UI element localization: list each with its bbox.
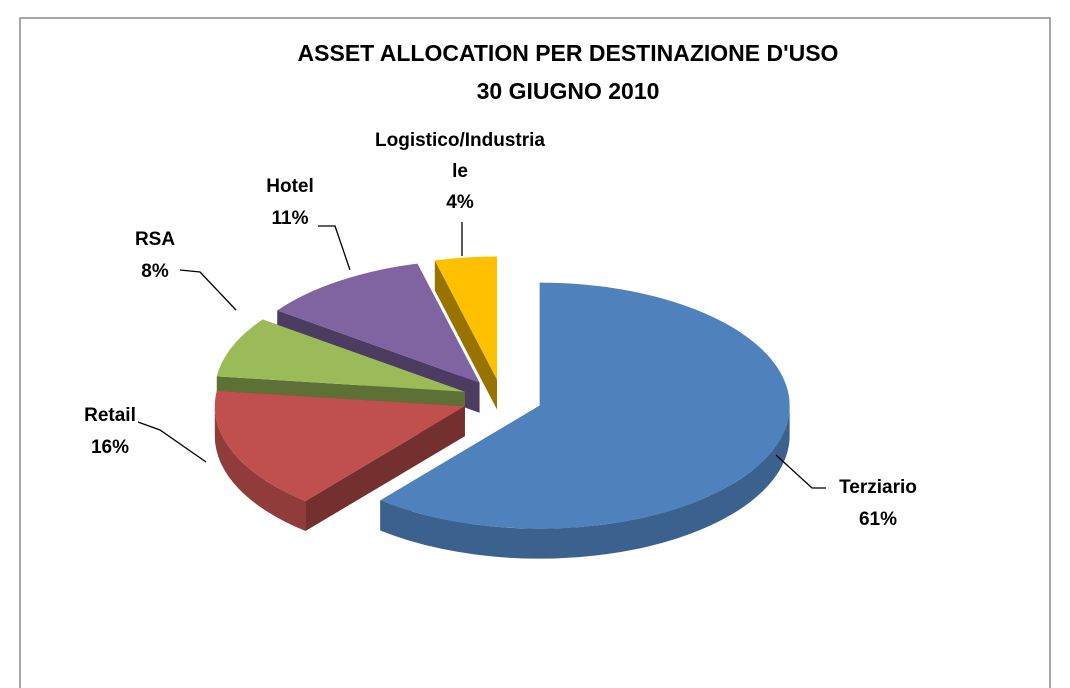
slice-wall <box>214 406 306 532</box>
value-label: 11% <box>272 208 309 229</box>
slice <box>214 390 465 502</box>
value-label: 4% <box>446 192 474 213</box>
category-label: Terziario <box>839 477 917 498</box>
leader-line <box>318 225 351 271</box>
category-label: Retail <box>84 405 136 426</box>
leader-line <box>137 421 207 463</box>
slice <box>380 282 790 529</box>
chart-title: ASSET ALLOCATION PER DESTINAZIONE D'USO <box>298 40 839 66</box>
value-label: 16% <box>91 437 129 458</box>
slice-side <box>434 260 497 410</box>
slice-wall <box>380 405 790 559</box>
slice <box>277 263 480 383</box>
chart-frame <box>19 17 1051 688</box>
category-label: Logistico/Industriale <box>375 130 545 182</box>
leader-line <box>179 269 237 311</box>
chart-subtitle: 30 GIUGNO 2010 <box>477 78 660 104</box>
slice <box>434 256 497 380</box>
slice-side <box>305 406 465 532</box>
category-label: Hotel <box>266 176 314 197</box>
slice <box>216 319 465 392</box>
leader-line <box>775 454 826 489</box>
value-label: 61% <box>859 509 897 530</box>
category-label: RSA <box>135 229 175 250</box>
value-label: 8% <box>141 261 169 282</box>
